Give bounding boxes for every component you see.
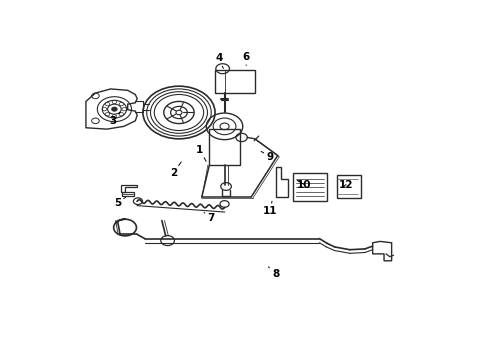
Bar xyxy=(122,192,134,196)
Text: 5: 5 xyxy=(114,197,125,208)
Text: 2: 2 xyxy=(170,162,181,179)
Text: 8: 8 xyxy=(269,267,279,279)
Text: 1: 1 xyxy=(196,145,206,161)
Text: 7: 7 xyxy=(204,212,215,223)
Text: 12: 12 xyxy=(339,180,353,190)
Bar xyxy=(215,69,255,93)
Text: 6: 6 xyxy=(243,52,250,66)
Text: 11: 11 xyxy=(263,201,277,216)
Text: 9: 9 xyxy=(261,151,274,162)
Text: 3: 3 xyxy=(109,112,120,126)
Text: 10: 10 xyxy=(297,180,312,190)
Text: 4: 4 xyxy=(215,53,223,68)
Bar xyxy=(209,129,240,165)
Bar xyxy=(337,175,361,198)
Circle shape xyxy=(112,107,117,111)
Bar xyxy=(293,174,327,201)
